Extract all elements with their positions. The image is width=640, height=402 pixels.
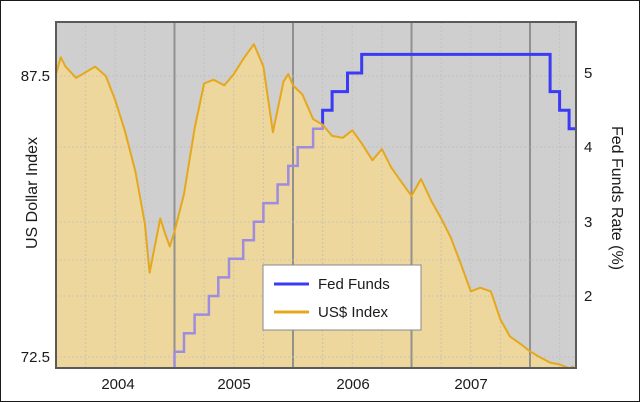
legend-usd-index-label: US$ Index [318,304,389,321]
legend-fed-funds-label: Fed Funds [318,276,390,293]
usd-index-area [56,44,574,368]
y2-tick-5: 5 [584,65,592,82]
legend-box [262,264,422,331]
y2-axis-title: Fed Funds Rate (%) [608,126,625,270]
x-tick-2005: 2005 [217,376,250,393]
y2-tick-4: 4 [584,139,592,156]
x-tick-2006: 2006 [336,376,369,393]
y-axis-title: US Dollar Index [24,137,41,249]
y2-tick-3: 3 [584,214,592,231]
legend: Fed Funds US$ Index [262,264,422,331]
gridlines [56,22,576,368]
fed-funds-line [56,52,576,368]
plot-border [55,21,577,369]
y-tick-72-5: 72.5 [21,349,50,366]
x-tick-2007: 2007 [454,376,487,393]
x-tick-2004: 2004 [101,376,134,393]
usd-index-line [56,43,575,368]
y-tick-87-5: 87.5 [21,68,50,85]
y2-tick-2: 2 [584,288,592,305]
